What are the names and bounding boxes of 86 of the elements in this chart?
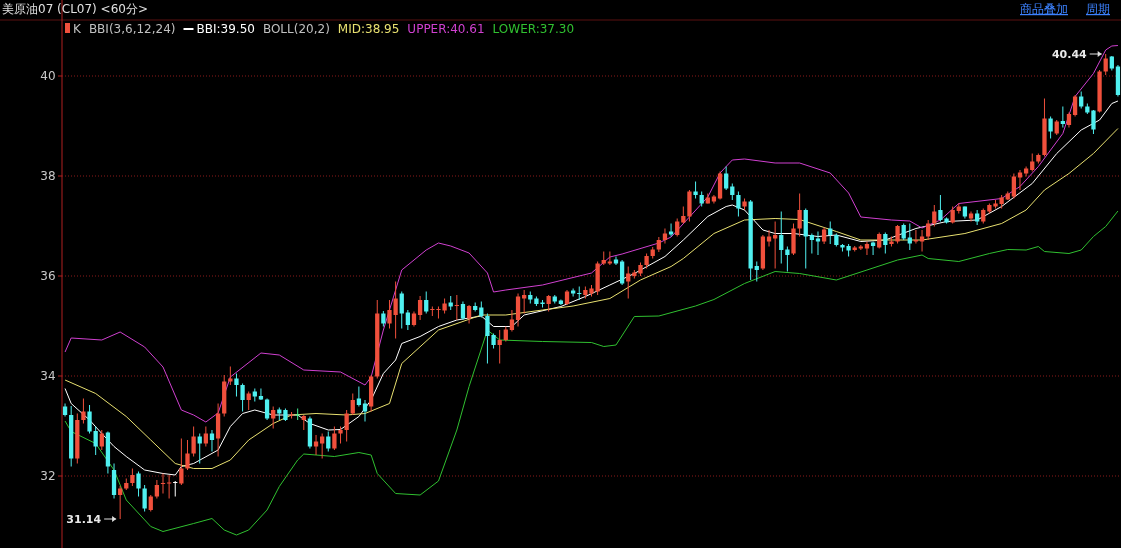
- legend-label: K: [73, 22, 82, 36]
- candlestick: [424, 291, 429, 314]
- candlestick: [136, 471, 141, 497]
- candlestick: [417, 295, 423, 321]
- candlestick: [895, 224, 900, 244]
- candlestick: [1103, 53, 1108, 76]
- y-tick-label: 38: [40, 169, 56, 183]
- candlestick: [619, 259, 625, 286]
- candlestick: [570, 288, 576, 297]
- legend-label: BBI:39.50: [196, 22, 255, 36]
- candlestick: [1072, 94, 1078, 117]
- candlestick: [975, 209, 980, 226]
- candlestick: [626, 266, 631, 299]
- candlestick: [926, 219, 931, 241]
- annotation: BBI(3,6,12,24): [88, 22, 176, 36]
- candlestick: [313, 434, 319, 456]
- candlestick: [919, 229, 925, 252]
- candlestick: [203, 426, 208, 447]
- candlestick: [154, 479, 160, 499]
- candlestick: [344, 409, 349, 442]
- candlestick: [228, 366, 233, 386]
- candlestick: [766, 229, 772, 247]
- candlestick: [785, 246, 790, 272]
- candlestick: [191, 426, 196, 457]
- candlestick: [172, 480, 178, 497]
- candlestick: [913, 229, 919, 244]
- candlestick: [99, 429, 104, 451]
- candlestick: [736, 191, 741, 217]
- y-tick-label: 40: [40, 69, 56, 83]
- text: 商品叠加: [1020, 2, 1068, 16]
- candlestick: [1017, 169, 1023, 191]
- y-tick-label: 32: [40, 469, 56, 483]
- candlestick: [1023, 166, 1029, 177]
- candlestick: [87, 404, 92, 434]
- candlestick: [1011, 173, 1017, 199]
- text: MID:38.95: [337, 22, 400, 36]
- candlestick: [234, 373, 239, 397]
- text: UPPER:40.61: [407, 22, 485, 36]
- candlestick: [522, 289, 527, 314]
- candlestick: [460, 301, 466, 321]
- candlestick: [93, 426, 98, 456]
- chart-title: 美原油07 (CL07) <60分>: [2, 2, 148, 16]
- candlestick: [1060, 106, 1065, 128]
- annotation: 40.44: [1051, 48, 1088, 61]
- candlestick: [362, 399, 368, 422]
- candlestick: [399, 291, 404, 329]
- candlestick: [497, 329, 502, 364]
- candlestick: [142, 484, 147, 512]
- candlestick: [466, 304, 472, 324]
- candlestick: [326, 431, 331, 452]
- text: 周期: [1086, 2, 1110, 16]
- candlestick: [258, 388, 264, 401]
- candlestick: [1048, 116, 1053, 139]
- candlestick: [454, 294, 459, 321]
- candlestick: [797, 193, 802, 237]
- annotation: 31.14: [66, 513, 102, 526]
- y-tick-label: 34: [40, 369, 56, 383]
- y-tick-label: 36: [40, 269, 56, 283]
- candlestick: [264, 398, 270, 421]
- candlestick: [81, 398, 86, 424]
- candlestick: [271, 406, 276, 429]
- text: LOWER:37.30: [492, 22, 575, 36]
- candlestick: [932, 204, 937, 227]
- candlestick: [668, 223, 674, 237]
- candlestick: [179, 438, 184, 486]
- candlestick: [197, 433, 202, 464]
- candlestick: [907, 223, 912, 251]
- candlestick: [864, 241, 870, 256]
- candlestick: [1091, 109, 1096, 135]
- candlestick: [166, 474, 172, 499]
- candlestick: [160, 473, 166, 494]
- annotation: BOLL(20,2): [262, 22, 330, 36]
- candlestick: [883, 232, 888, 254]
- candlestick: [320, 433, 325, 459]
- candlestick: [724, 166, 729, 191]
- candlestick: [185, 439, 190, 471]
- candlestick: [754, 261, 759, 282]
- candlestick: [815, 231, 821, 256]
- candlestick: [968, 211, 974, 222]
- candlestick: [515, 293, 521, 327]
- candlestick: [809, 233, 815, 254]
- candlestick: [779, 211, 784, 264]
- candlestick: [350, 393, 355, 416]
- candlestick: [240, 383, 245, 412]
- candlestick: [773, 221, 778, 269]
- candlestick: [332, 426, 337, 451]
